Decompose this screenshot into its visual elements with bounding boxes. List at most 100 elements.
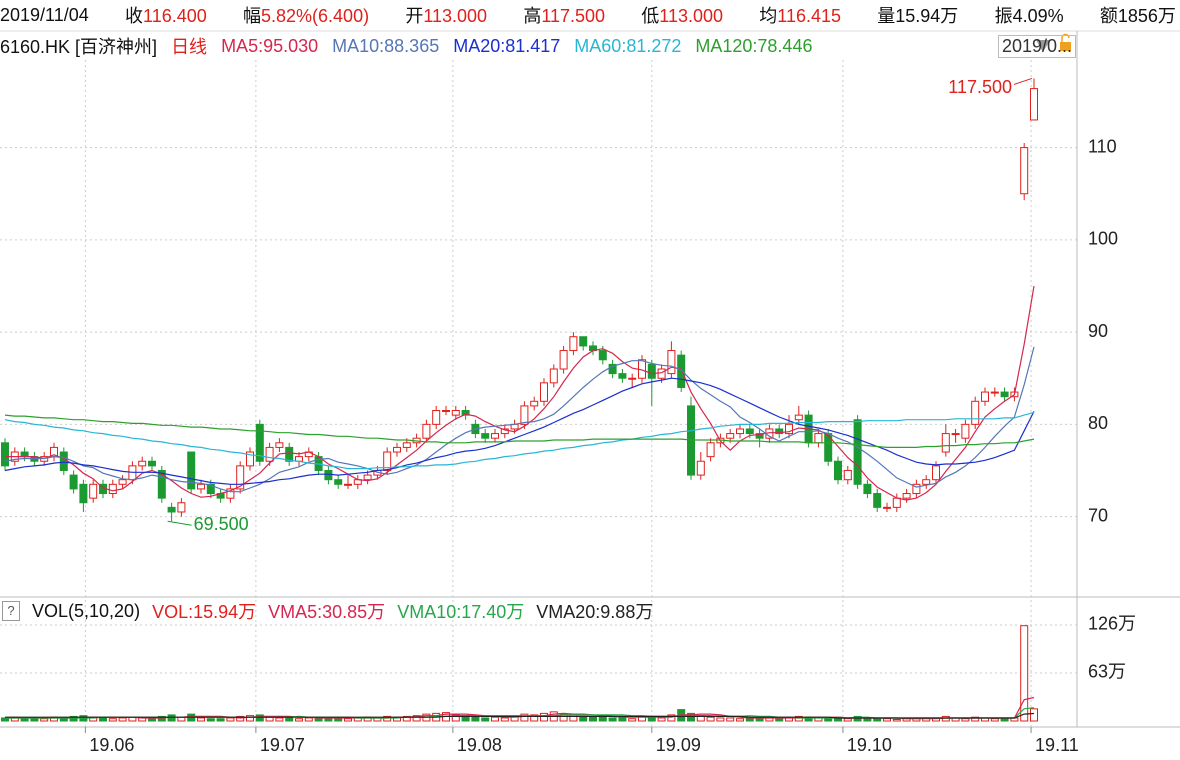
candle-body (883, 506, 891, 509)
volume-label: VOL:15.94万 (152, 602, 257, 622)
y-tick-label: 110 (1088, 136, 1117, 156)
volume-bar (471, 715, 480, 722)
volume-bar (990, 718, 999, 722)
quote-field: 均116.415 (759, 2, 841, 28)
volume-bar (667, 714, 676, 722)
field-value: 117.500 (541, 6, 606, 26)
x-tick-label: 19.08 (457, 735, 502, 755)
candle-body (971, 400, 980, 425)
field-value: 116.400 (143, 6, 207, 26)
candle-body (902, 493, 911, 499)
field-label: 收 (125, 6, 144, 26)
x-tick-label: 19.10 (847, 735, 892, 755)
ma-line (4, 411, 1035, 470)
candle-body (736, 428, 744, 435)
candle-body (922, 479, 931, 485)
candle-body (324, 469, 333, 481)
volume-bar (540, 712, 548, 722)
x-tick-label: 19.06 (89, 735, 134, 755)
volume-bar (706, 716, 715, 722)
candle-body (598, 350, 607, 361)
candle-body (549, 368, 558, 384)
candle-body (569, 336, 578, 352)
ma-legend: MA120:78.446 (695, 35, 813, 56)
quote-field: 收116.400 (125, 2, 207, 28)
volume-bar (99, 717, 107, 722)
volume-bar (451, 714, 460, 722)
candle-body (422, 423, 431, 439)
period[interactable]: 日线 (171, 37, 208, 57)
volume-bar (608, 717, 617, 722)
max-annotation: 117.500 (948, 77, 1012, 97)
candle-body (628, 377, 637, 380)
candle-body (59, 451, 68, 471)
lock-icon[interactable] (1060, 42, 1071, 51)
min-annotation: 69.500 (194, 514, 249, 534)
vma-legend: VMA10:17.40万 (397, 602, 525, 622)
candle-body (677, 354, 686, 388)
volume-bar (628, 718, 637, 722)
candle-body (481, 433, 490, 439)
candle-body (118, 479, 127, 485)
field-value: 113.000 (423, 6, 488, 26)
field-label: 高 (523, 6, 542, 26)
candle-body (167, 506, 176, 513)
vma-line (5, 712, 1035, 719)
field-label: 均 (759, 6, 778, 26)
vma-legend: VMA5:30.85万 (268, 602, 386, 622)
ma-line (4, 346, 1035, 493)
volume-bar (1000, 718, 1009, 722)
quote-bar: 2019/11/04 收116.400 幅5.82%(6.400) 开113.000… (0, 2, 1176, 28)
candle-body (442, 410, 450, 413)
volume-bar (687, 712, 695, 722)
candle-body (755, 433, 764, 439)
volume-bar (295, 718, 303, 722)
quote-field: 振4.09% (995, 2, 1064, 28)
volume-bar (892, 718, 901, 722)
candle-body (941, 433, 950, 453)
volume-bar (40, 718, 49, 722)
volume-bar (530, 714, 539, 722)
field-value: 1856万 (1117, 6, 1176, 26)
field-label: 幅 (243, 6, 261, 26)
y-tick-label: 100 (1088, 229, 1118, 249)
candle-body (951, 433, 960, 436)
candle-body (20, 451, 29, 458)
volume-bar (843, 718, 852, 722)
candle-body (79, 483, 88, 504)
volume-bar (491, 716, 499, 722)
candle-body (667, 350, 676, 375)
help-icon[interactable]: ? (2, 601, 20, 621)
candle-body (491, 433, 499, 439)
volume-bar (255, 714, 264, 722)
field-label: 量 (877, 6, 896, 26)
volume-bar (500, 717, 509, 722)
x-tick-label: 19.07 (260, 735, 305, 755)
candle-body (1020, 147, 1029, 195)
candle-body (197, 483, 205, 490)
volume-bar (226, 717, 235, 722)
candle-body (69, 474, 78, 490)
dropdown-icon[interactable] (1036, 40, 1050, 52)
ma-line (4, 414, 1035, 448)
quote-field: 额1856万 (1100, 2, 1176, 28)
candle-body (726, 433, 735, 439)
candle-body (745, 428, 754, 435)
candle-body (961, 423, 970, 439)
volume-bar (824, 718, 833, 722)
candle-body (500, 428, 509, 435)
volume-bar (334, 718, 343, 722)
candle-body (451, 410, 460, 416)
candle-body (608, 363, 617, 375)
y-tick-label: 90 (1088, 321, 1108, 341)
annotation-arrow (1013, 77, 1033, 85)
candle-body (853, 419, 862, 485)
candle-body (657, 368, 666, 379)
range-selector[interactable]: 2019/0... (997, 34, 1076, 58)
volume-bar (559, 713, 568, 722)
field-value: 113.000 (659, 6, 724, 26)
volume-bar (383, 715, 392, 722)
quote-field: 高117.500 (523, 2, 605, 28)
field-label: 开 (405, 6, 424, 26)
